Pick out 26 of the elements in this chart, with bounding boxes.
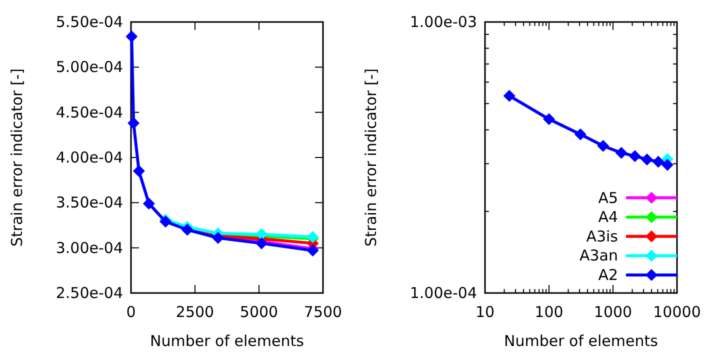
y-tick-label: 5.50e-04 — [56, 13, 123, 31]
x-tick-label: 100 — [534, 303, 564, 321]
x-tick-label: 1000 — [594, 303, 632, 321]
y-tick-label: 4.00e-04 — [56, 148, 123, 166]
legend-label: A3an — [579, 246, 618, 265]
x-tick-label: 5000 — [240, 303, 278, 321]
y-tick-label: 3.00e-04 — [56, 238, 123, 257]
x-tick-label: 2500 — [176, 303, 214, 321]
legend-label: A4 — [598, 208, 618, 226]
x-tick-label: 10000 — [653, 303, 701, 321]
x-axis-title: Number of elements — [504, 332, 658, 350]
legend-label: A5 — [598, 188, 618, 207]
x-axis-title: Number of elements — [150, 332, 304, 350]
y-tick-label: 1.00e-03 — [410, 13, 477, 31]
y-tick-label: 2.50e-04 — [56, 284, 123, 302]
y-tick-label: 4.50e-04 — [56, 103, 123, 122]
y-tick-label: 5.00e-04 — [56, 58, 123, 76]
x-tick-label: 7500 — [304, 303, 342, 321]
legend-label: A3is — [586, 227, 618, 246]
y-axis-title: Strain error indicator [-] — [362, 68, 380, 247]
y-tick-label: 3.50e-04 — [56, 194, 123, 212]
legend-label: A2 — [598, 266, 618, 284]
y-axis-title: Strain error indicator [-] — [8, 68, 26, 247]
y-tick-label: 1.00e-04 — [410, 284, 477, 302]
x-tick-label: 0 — [126, 303, 136, 321]
x-tick-label: 10 — [475, 303, 495, 321]
